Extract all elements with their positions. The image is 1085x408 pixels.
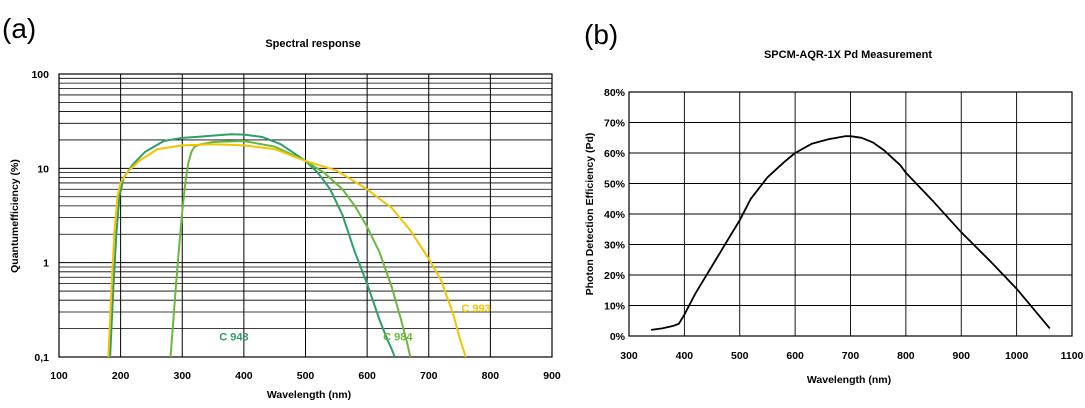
- x-tick-label: 1100: [1061, 350, 1084, 362]
- chart-a-x-ticks: 100 200 300 400 500 600 700 800 900: [50, 370, 561, 382]
- series-label: C 984: [383, 331, 413, 343]
- y-tick-label: 70%: [604, 118, 626, 130]
- chart-b-y-ticks: 0% 10% 20% 30% 40% 50% 60% 70% 80%: [604, 87, 626, 343]
- x-tick-label: 300: [173, 370, 191, 382]
- chart-spectral-response: Spectral response C 943 C 984 C 993 100 200…: [9, 38, 561, 401]
- chart-a-y-ticks: 0,1 1 10 100: [31, 69, 49, 364]
- y-tick-label: 60%: [604, 148, 626, 160]
- x-tick-label: 600: [786, 350, 804, 362]
- y-tick-label: 0,1: [34, 352, 49, 364]
- chart-b-grid: [628, 91, 1073, 337]
- x-tick-label: 800: [897, 350, 915, 362]
- plot-frame: [628, 91, 1073, 337]
- y-tick-label: 10%: [604, 301, 626, 313]
- y-tick-label: 10: [37, 163, 49, 175]
- x-tick-label: 500: [731, 350, 749, 362]
- x-tick-label: 300: [620, 350, 638, 362]
- series-line: [107, 143, 467, 358]
- x-tick-label: 100: [50, 370, 68, 382]
- series-line: [109, 133, 396, 358]
- chart-a-series-labels: C 943 C 984 C 993: [219, 303, 491, 343]
- series-line: [650, 135, 1051, 331]
- x-tick-label: 200: [112, 370, 130, 382]
- chart-b-x-ticks: 300 400 500 600 700 800 900 1000 1100: [620, 350, 1083, 362]
- chart-a-y-axis-label: Quantumefficiency (%): [9, 159, 21, 273]
- series-label: C 993: [461, 303, 490, 315]
- chart-b-y-axis-label: Photon Detection Efficiency (Pd): [584, 133, 596, 296]
- x-tick-label: 600: [358, 370, 376, 382]
- y-tick-label: 100: [31, 69, 49, 81]
- plot-frame: [58, 73, 553, 358]
- chart-a-grid: [58, 73, 553, 358]
- y-tick-label: 0%: [610, 331, 626, 343]
- chart-a-title: Spectral response: [265, 38, 360, 50]
- x-tick-label: 1000: [1005, 350, 1029, 362]
- x-tick-label: 800: [482, 370, 500, 382]
- chart-pd-measurement: SPCM-AQR-1X Pd Measurement 300 400 500 600 7…: [584, 49, 1084, 386]
- x-tick-label: 700: [842, 350, 860, 362]
- x-tick-label: 900: [952, 350, 970, 362]
- chart-a-x-axis-label: Wavelength (nm): [267, 389, 351, 401]
- y-tick-label: 50%: [604, 179, 626, 191]
- chart-b-x-axis-label: Wavelength (nm): [807, 374, 891, 386]
- y-tick-label: 20%: [604, 270, 626, 282]
- chart-b-series: [650, 135, 1051, 331]
- y-tick-label: 1: [43, 258, 49, 270]
- y-tick-label: 40%: [604, 209, 626, 221]
- chart-b-title: SPCM-AQR-1X Pd Measurement: [764, 49, 932, 61]
- series-line: [169, 140, 412, 358]
- x-tick-label: 400: [235, 370, 253, 382]
- x-tick-label: 500: [297, 370, 315, 382]
- chart-a-series: [107, 133, 467, 358]
- panel-label-b: (b): [584, 19, 618, 50]
- x-tick-label: 900: [543, 370, 561, 382]
- y-tick-label: 30%: [604, 240, 626, 252]
- series-label: C 943: [219, 331, 248, 343]
- x-tick-label: 700: [420, 370, 438, 382]
- panel-label-a: (a): [2, 13, 36, 44]
- x-tick-label: 400: [676, 350, 694, 362]
- y-tick-label: 80%: [604, 87, 626, 99]
